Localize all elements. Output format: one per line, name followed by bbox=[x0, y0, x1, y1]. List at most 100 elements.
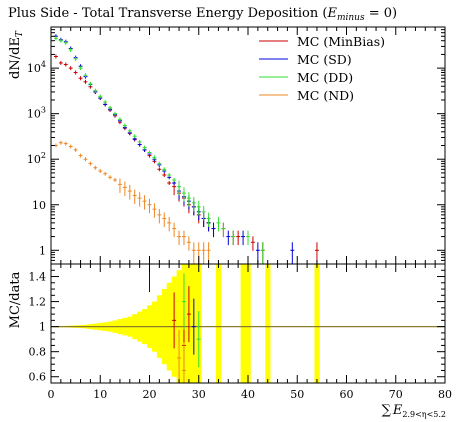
legend-label: MC (DD) bbox=[297, 70, 353, 85]
data-point bbox=[113, 177, 117, 182]
ratio-point bbox=[181, 342, 186, 383]
legend-label: MC (SD) bbox=[297, 52, 352, 67]
data-point bbox=[226, 230, 231, 246]
data-point bbox=[182, 187, 186, 202]
data-point bbox=[201, 242, 206, 264]
data-point bbox=[122, 181, 127, 196]
data-point bbox=[63, 141, 68, 146]
x-tick-label: 50 bbox=[290, 388, 304, 401]
data-point bbox=[172, 222, 177, 238]
ratio-y-tick-label: 0.8 bbox=[29, 346, 47, 359]
data-point bbox=[162, 167, 167, 172]
data-point bbox=[216, 216, 221, 232]
data-point bbox=[88, 161, 93, 166]
main-y-tick-label: 102 bbox=[27, 151, 46, 166]
data-point bbox=[162, 173, 167, 178]
data-point bbox=[260, 242, 265, 264]
data-point bbox=[132, 134, 137, 139]
data-point bbox=[177, 230, 182, 246]
data-point bbox=[147, 150, 152, 155]
svg-text:Plus Side - Total Transverse E: Plus Side - Total Transverse Energy Depo… bbox=[8, 6, 397, 23]
data-point bbox=[231, 230, 236, 246]
data-point bbox=[132, 189, 137, 204]
data-point bbox=[53, 54, 58, 59]
data-point bbox=[127, 128, 132, 133]
title-math-sub: minus bbox=[337, 13, 365, 23]
data-point bbox=[98, 94, 103, 99]
title-tail: = 0) bbox=[365, 6, 398, 21]
x-tick-label: 30 bbox=[192, 388, 206, 401]
data-point bbox=[157, 161, 162, 166]
data-point bbox=[78, 153, 83, 158]
data-point bbox=[117, 178, 122, 193]
data-point bbox=[78, 76, 83, 81]
data-point bbox=[88, 81, 93, 86]
data-point bbox=[152, 155, 157, 160]
data-point bbox=[63, 62, 68, 67]
ratio-y-axis-label: MC/data bbox=[8, 271, 23, 328]
data-point bbox=[58, 140, 63, 145]
series-mcnd bbox=[53, 140, 211, 264]
data-point bbox=[78, 66, 83, 71]
data-point bbox=[167, 173, 172, 178]
data-point bbox=[142, 145, 147, 150]
data-point bbox=[83, 157, 88, 162]
data-point bbox=[137, 192, 142, 207]
uncertainty-band-bin bbox=[245, 264, 251, 383]
data-point bbox=[191, 196, 196, 212]
data-point bbox=[162, 212, 167, 227]
data-point bbox=[122, 123, 127, 128]
data-point bbox=[73, 147, 78, 152]
data-point bbox=[68, 144, 73, 149]
title-math: E bbox=[326, 6, 337, 21]
ratio-y-tick-label: 0.6 bbox=[29, 371, 47, 384]
ratio-point bbox=[181, 273, 186, 330]
x-tick-label: 70 bbox=[389, 388, 403, 401]
uncertainty-band-bin bbox=[215, 264, 222, 383]
data-point bbox=[93, 88, 98, 93]
data-point bbox=[241, 230, 246, 246]
data-point bbox=[186, 236, 191, 251]
main-y-ticks: 1 10 102 103 104 bbox=[27, 26, 445, 265]
uncertainty-band-bin bbox=[314, 264, 320, 383]
legend-item: MC (DD) bbox=[259, 70, 353, 85]
data-point bbox=[157, 167, 162, 172]
main-y-tick-label: 1 bbox=[39, 244, 46, 257]
data-point bbox=[73, 70, 78, 75]
uncertainty-band-bin bbox=[240, 264, 246, 383]
svg-text:MC/data: MC/data bbox=[8, 271, 23, 328]
main-y-axis-label: dN/dET bbox=[8, 30, 25, 79]
data-point bbox=[186, 192, 191, 207]
ratio-series-mcnd bbox=[177, 329, 186, 383]
data-point bbox=[73, 56, 78, 61]
data-point bbox=[113, 111, 117, 116]
legend-label: MC (MinBias) bbox=[297, 34, 385, 49]
x-tick-label: 0 bbox=[48, 388, 55, 401]
ratio-y-tick-label: 1.4 bbox=[29, 271, 47, 284]
data-point bbox=[98, 169, 103, 174]
ratio-series-mcdd bbox=[181, 273, 201, 368]
data-point bbox=[93, 165, 98, 170]
data-point bbox=[53, 36, 58, 41]
data-point bbox=[63, 40, 68, 45]
data-point bbox=[172, 177, 177, 182]
data-point bbox=[83, 73, 88, 78]
data-point bbox=[246, 230, 250, 246]
series-mcdd bbox=[53, 36, 265, 264]
ratio-y-tick-label: 1.2 bbox=[29, 296, 47, 309]
x-tick-label: 60 bbox=[340, 388, 354, 401]
ratio-plot-panel: 0.6 0.8 1 1.2 1.4 0 10 20 30 40 50 60 70 80 bbox=[29, 27, 452, 401]
data-point bbox=[177, 180, 182, 196]
main-frame bbox=[50, 26, 446, 265]
data-point bbox=[201, 205, 206, 221]
x-axis-label: ∑ E2.9<η<5.2 bbox=[382, 403, 446, 419]
svg-text:dN/dET: dN/dET bbox=[8, 30, 25, 79]
legend-label: MC (ND) bbox=[297, 88, 354, 103]
data-point bbox=[58, 38, 63, 43]
data-point bbox=[127, 185, 132, 200]
legend-item: MC (SD) bbox=[259, 52, 352, 67]
main-plot-panel: 1 10 102 103 104 bbox=[27, 26, 446, 265]
data-point bbox=[236, 230, 241, 246]
x-tick-label: 40 bbox=[241, 388, 255, 401]
